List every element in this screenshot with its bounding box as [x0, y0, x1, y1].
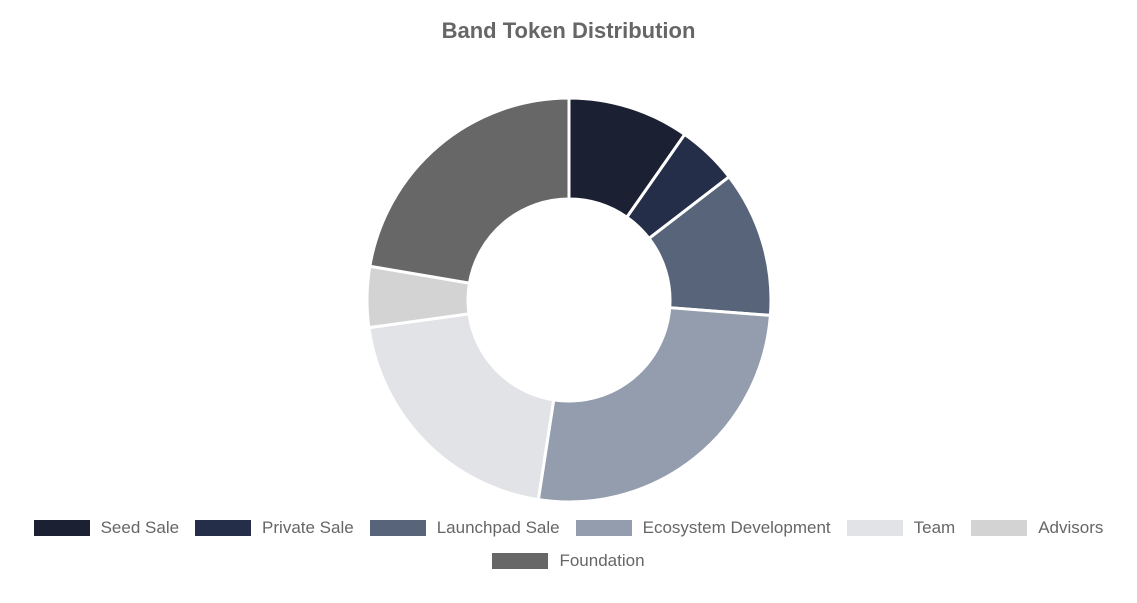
legend-row: Foundation: [0, 547, 1137, 575]
legend-item-foundation[interactable]: Foundation: [492, 551, 645, 571]
legend-item-advisors[interactable]: Advisors: [971, 518, 1103, 538]
legend-item-team[interactable]: Team: [846, 518, 956, 538]
legend-item-launchpad-sale[interactable]: Launchpad Sale: [369, 518, 560, 538]
donut-slice-ecosystem-development[interactable]: [536, 306, 773, 504]
legend-label: Ecosystem Development: [642, 518, 831, 537]
legend-swatch: [492, 553, 549, 569]
legend-swatch: [846, 520, 903, 536]
legend-label: Advisors: [1038, 518, 1104, 537]
chart-title: Band Token Distribution: [441, 18, 696, 43]
legend-swatch: [575, 520, 632, 536]
legend-label: Team: [913, 518, 956, 537]
legend-swatch: [33, 520, 90, 536]
legend-item-ecosystem-development[interactable]: Ecosystem Development: [575, 518, 831, 538]
donut-slice-foundation[interactable]: [368, 96, 571, 285]
legend-row: Seed Sale Private Sale Launchpad Sale Ecosy…: [0, 514, 1137, 542]
legend-label: Seed Sale: [100, 518, 180, 537]
legend-label: Launchpad Sale: [436, 518, 560, 537]
legend-label: Foundation: [559, 551, 645, 570]
legend-swatch: [369, 520, 426, 536]
donut-slices: [365, 96, 773, 504]
legend-item-seed-sale[interactable]: Seed Sale: [33, 518, 180, 538]
chart-legend: Seed Sale Private Sale Launchpad Sale Ecosy…: [0, 514, 1137, 580]
legend-item-private-sale[interactable]: Private Sale: [195, 518, 354, 538]
donut-slice-team[interactable]: [367, 312, 556, 502]
legend-swatch: [971, 520, 1028, 536]
legend-swatch: [195, 520, 252, 536]
legend-label: Private Sale: [262, 518, 354, 537]
